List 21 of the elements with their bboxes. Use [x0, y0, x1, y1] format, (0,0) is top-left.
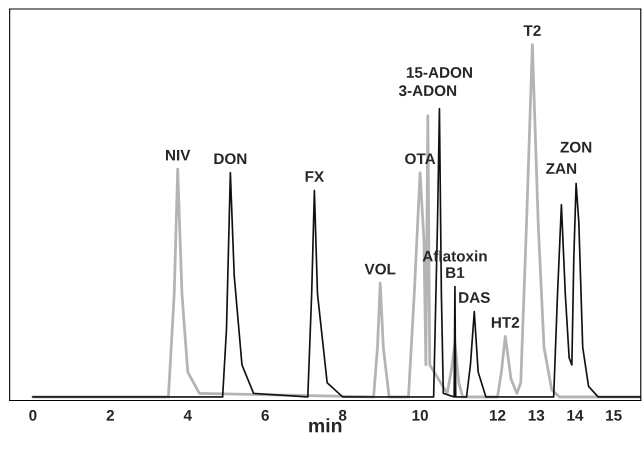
x-tick-label: 0 — [29, 410, 37, 421]
annotation: 3-ADON — [398, 85, 456, 96]
annotation: OTA — [405, 153, 436, 164]
annotation: HT2 — [492, 317, 520, 328]
x-tick-label: 13 — [528, 410, 544, 421]
annotation: FX — [306, 171, 324, 182]
x-tick-label: 15 — [606, 410, 622, 421]
x-tick-label: 14 — [567, 410, 584, 421]
x-tick-label: 6 — [262, 410, 269, 421]
x-tick-label: 10 — [412, 410, 428, 421]
annotation: DAS — [459, 292, 490, 303]
annotation: DON — [214, 153, 246, 164]
x-tick-label: 2 — [106, 410, 114, 421]
annotation: T2 — [524, 25, 541, 36]
annotation: ZAN — [546, 163, 576, 174]
annotation: NIV — [166, 150, 190, 160]
x-tick-label: 12 — [490, 410, 506, 421]
annotation: 15-ADON — [406, 67, 472, 78]
x-tick-label: 4 — [184, 410, 192, 421]
annotation: VOL — [364, 264, 396, 274]
annotation: ZON — [560, 142, 592, 153]
